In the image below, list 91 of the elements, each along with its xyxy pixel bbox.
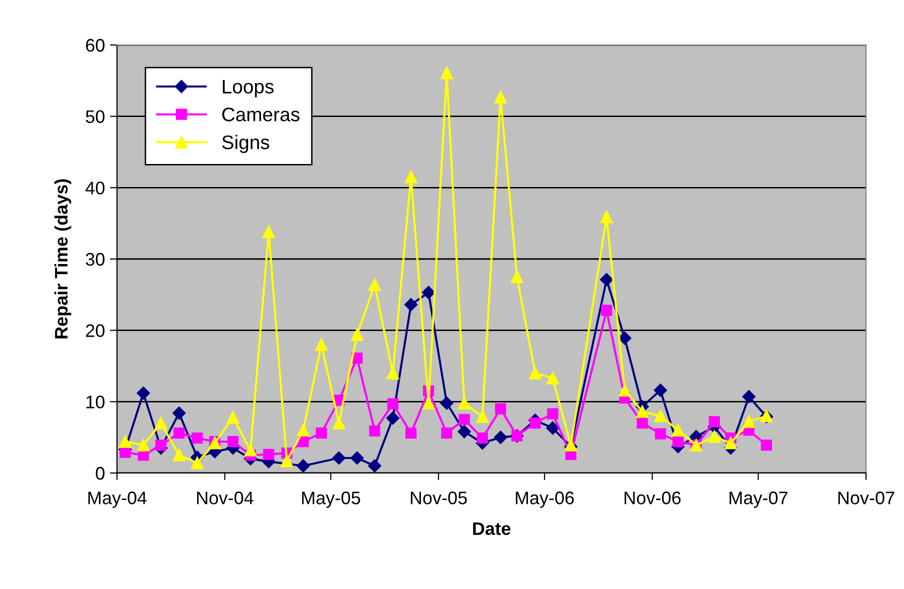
- legend-label: Cameras: [222, 108, 300, 122]
- point: [350, 328, 364, 341]
- point: [404, 298, 418, 312]
- point: [458, 425, 471, 438]
- y-tick-label: 40: [86, 182, 104, 194]
- point: [404, 170, 418, 184]
- point: [262, 226, 275, 238]
- point: [192, 432, 203, 444]
- y-tick-label: 20: [86, 324, 104, 338]
- point: [708, 416, 720, 428]
- point: [263, 448, 274, 460]
- point: [546, 421, 560, 435]
- point: [618, 384, 631, 397]
- point: [742, 415, 756, 428]
- x-tick-label: Nov-05: [410, 492, 467, 504]
- point: [316, 427, 327, 439]
- point: [742, 390, 756, 404]
- point: [760, 440, 772, 451]
- point: [600, 210, 613, 224]
- point: [174, 427, 185, 439]
- point: [422, 396, 435, 410]
- point: [154, 416, 168, 430]
- x-axis-title: Date: [473, 522, 510, 536]
- point: [708, 430, 721, 443]
- y-axis-title: Repair Time (days): [54, 179, 72, 338]
- point: [476, 432, 488, 444]
- point: [495, 403, 506, 414]
- point: [440, 396, 454, 410]
- x-tick-label: May-04: [88, 492, 147, 508]
- point: [654, 428, 666, 440]
- point: [172, 448, 186, 462]
- point: [458, 396, 471, 410]
- point: [244, 444, 257, 456]
- point: [601, 304, 612, 316]
- point: [441, 427, 452, 439]
- point: [494, 90, 507, 104]
- y-tick-label: 50: [86, 110, 104, 124]
- y-tick-label: 10: [86, 396, 104, 408]
- legend-label: Loops: [222, 80, 274, 98]
- point: [386, 411, 400, 425]
- y-tick-label: 0: [96, 466, 104, 480]
- point: [226, 411, 240, 424]
- x-tick-label: May-05: [302, 492, 360, 508]
- legend-label: Signs: [222, 134, 270, 154]
- point: [298, 436, 309, 448]
- point: [547, 408, 558, 420]
- point: [636, 405, 649, 418]
- point: [458, 414, 470, 426]
- point: [137, 438, 150, 452]
- point: [636, 418, 648, 429]
- point: [120, 446, 131, 458]
- point: [296, 459, 310, 472]
- point: [654, 384, 668, 397]
- point: [440, 66, 453, 80]
- point: [350, 451, 364, 465]
- point: [296, 424, 310, 436]
- x-tick-label: May-06: [516, 492, 574, 508]
- point: [118, 435, 132, 448]
- point: [332, 416, 346, 430]
- y-tick-label: 60: [86, 38, 104, 52]
- point: [530, 418, 541, 429]
- x-tick-label: Nov-04: [197, 492, 254, 504]
- point: [405, 427, 417, 439]
- point: [600, 273, 614, 286]
- point: [172, 406, 186, 420]
- point: [280, 454, 294, 468]
- point: [368, 459, 382, 472]
- point: [476, 410, 489, 423]
- point: [368, 278, 381, 291]
- point: [724, 436, 737, 450]
- point: [369, 425, 380, 436]
- x-tick-label: Nov-06: [624, 492, 681, 504]
- point: [672, 424, 684, 436]
- point: [510, 270, 524, 284]
- point: [546, 372, 559, 384]
- point: [672, 436, 684, 448]
- point: [422, 286, 436, 300]
- x-tick-label: May-07: [730, 492, 788, 508]
- point: [528, 366, 542, 380]
- point: [332, 451, 346, 465]
- point: [387, 398, 398, 410]
- y-tick-label: 30: [86, 252, 104, 266]
- x-tick-label: Nov-07: [838, 492, 894, 504]
- point: [227, 436, 239, 448]
- point: [618, 332, 632, 345]
- point: [654, 410, 667, 422]
- point: [136, 386, 150, 400]
- point: [315, 338, 328, 351]
- point: [494, 430, 508, 444]
- point: [155, 440, 166, 451]
- point: [190, 456, 204, 470]
